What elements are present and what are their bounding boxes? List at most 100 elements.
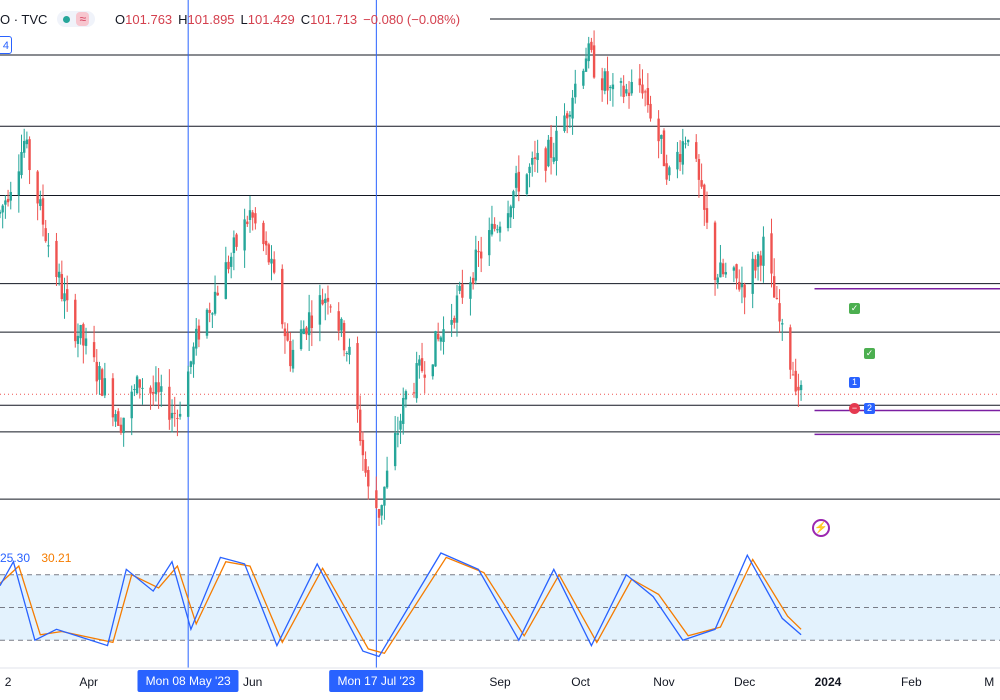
candle-body — [122, 417, 125, 434]
position-marker-1[interactable]: 1 — [849, 377, 860, 388]
candle-body — [568, 114, 572, 117]
low-key: L — [240, 11, 248, 27]
stop-icon[interactable]: − — [849, 403, 860, 414]
candle-body — [76, 335, 80, 344]
candle-body — [246, 221, 249, 225]
candle-body — [574, 83, 577, 98]
candle-body — [100, 369, 104, 396]
candle-body — [375, 490, 378, 508]
candle-body — [496, 229, 499, 231]
indicator-count-badge[interactable]: 4 — [0, 36, 12, 54]
candle-body — [533, 157, 537, 160]
candle-body — [205, 309, 209, 336]
x-tick-label: Oct — [571, 675, 590, 689]
candle-body — [211, 313, 214, 315]
candle-body — [756, 253, 760, 267]
candle-body — [270, 258, 273, 264]
candle-body — [455, 295, 459, 323]
candle-body — [600, 78, 604, 91]
candle-body — [213, 291, 217, 314]
candle-body — [770, 233, 773, 274]
candle-body — [119, 424, 123, 433]
candle-body — [154, 382, 158, 394]
candle-body — [345, 353, 348, 355]
candle-body — [555, 130, 558, 161]
candle-body — [469, 282, 472, 299]
candle-body — [342, 322, 346, 351]
candle-body — [789, 327, 792, 370]
flash-icon[interactable]: ⚡ — [812, 519, 830, 537]
candle-body — [797, 386, 800, 391]
high-key: H — [178, 11, 188, 27]
candle-body — [665, 163, 668, 180]
candle-body — [4, 200, 7, 205]
x-tick-label: M — [984, 675, 995, 689]
candle-body — [415, 363, 418, 399]
candle-body — [348, 346, 351, 355]
symbol-name[interactable]: O · TVC — [0, 11, 48, 27]
candle-body — [133, 389, 136, 391]
candle-body — [794, 370, 797, 392]
candle-body — [361, 439, 365, 456]
candle-body — [641, 84, 644, 94]
candle-body — [39, 199, 42, 206]
candle-body — [590, 41, 593, 50]
candle-body — [713, 222, 717, 280]
candle-body — [141, 387, 144, 389]
candle-body — [461, 284, 464, 298]
candle-body — [759, 255, 762, 266]
candle-body — [740, 283, 744, 288]
close-key: C — [300, 11, 311, 27]
candle-body — [248, 210, 252, 220]
candle-body — [377, 508, 381, 518]
candle-body — [676, 151, 679, 170]
candle-body — [63, 293, 66, 302]
candle-body — [111, 378, 115, 418]
candle-body — [289, 340, 292, 367]
change-value: −0.080 (−0.08%) — [363, 11, 461, 27]
candle-body — [340, 318, 343, 331]
x-tick-label: Jun — [243, 675, 263, 689]
x-tick-label: Feb — [900, 675, 922, 689]
candle-body — [517, 171, 521, 192]
symbol-legend: O · TVC ≈ O 101.763 H 101.895 L 101.429 … — [0, 9, 460, 29]
candle-body — [103, 378, 107, 396]
candle-body — [170, 412, 174, 419]
candle-body — [509, 206, 512, 218]
candle-body — [571, 97, 574, 119]
candle-body — [229, 256, 233, 267]
check-icon[interactable]: ✓ — [864, 348, 875, 359]
candle-body — [738, 281, 741, 290]
candle-body — [0, 211, 2, 214]
stoch-k-line — [0, 552, 802, 658]
candle-body — [584, 58, 588, 72]
candle-body — [705, 208, 709, 223]
check-icon[interactable]: ✓ — [849, 303, 860, 314]
candle-body — [272, 259, 276, 273]
candle-body — [17, 171, 21, 196]
x-tick-label: Dec — [733, 675, 756, 689]
stochastic-legend: 25.30 30.21 — [0, 551, 71, 565]
candle-body — [420, 358, 424, 372]
candle-body — [544, 148, 547, 171]
position-marker-2[interactable]: 2 — [864, 403, 875, 414]
candle-body — [197, 325, 201, 340]
candle-body — [135, 376, 139, 394]
candle-body — [28, 139, 31, 171]
candle-body — [95, 361, 98, 382]
candle-body — [208, 309, 211, 313]
candle-body — [25, 139, 29, 145]
candle-body — [168, 386, 171, 420]
status-pill[interactable]: ≈ — [57, 11, 96, 27]
candle-body — [251, 212, 254, 218]
candle-body — [442, 329, 445, 342]
candle-body — [638, 78, 641, 86]
candle-body — [606, 71, 609, 91]
candle-body — [305, 327, 308, 335]
candle-body — [531, 157, 534, 165]
candle-body — [324, 298, 327, 304]
candle-body — [439, 337, 443, 342]
candle-body — [283, 328, 287, 337]
crosshair-date-label: Mon 17 Jul '23 — [329, 670, 424, 692]
